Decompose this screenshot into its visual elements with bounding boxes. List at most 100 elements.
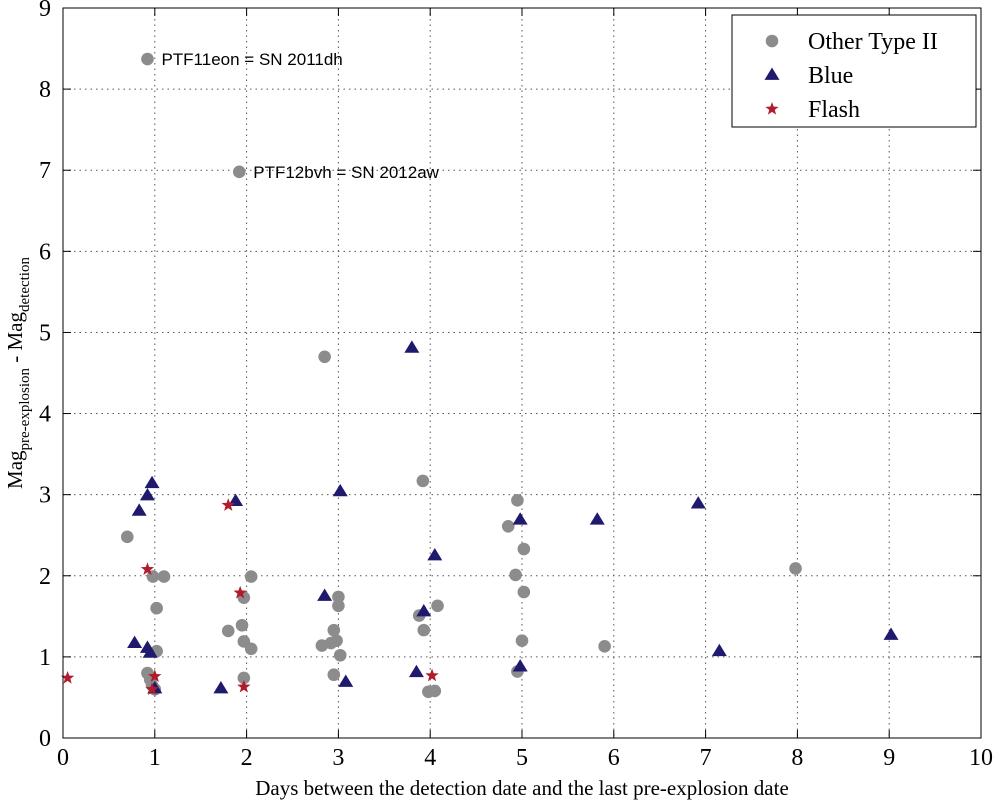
data-point-other-type-ii [157, 570, 171, 583]
data-point-blue [213, 681, 229, 694]
data-point-other-type-ii [315, 639, 329, 652]
data-point-other-type-ii [517, 542, 531, 556]
annotations: PTF11eon = SN 2011dh PTF12bvh = SN 2012aw [161, 50, 439, 182]
data-point-other-type-ii [120, 530, 134, 544]
legend: Other Type II Blue Flash [731, 14, 977, 128]
point-annotation: PTF11eon = SN 2011dh [161, 50, 342, 69]
x-tick-label: 8 [791, 745, 803, 771]
data-point-blue [332, 483, 348, 497]
data-point-blue [512, 512, 528, 525]
legend-marker-other-type-ii [765, 34, 779, 48]
point-annotation: PTF12bvh = SN 2012aw [253, 163, 439, 182]
data-point-blue [139, 487, 155, 501]
data-point-flash [425, 668, 439, 682]
data-point-other-type-ii [431, 599, 444, 613]
x-tick-label: 5 [516, 745, 528, 771]
data-point-other-type-ii [417, 623, 431, 637]
y-tick-label: 9 [39, 0, 51, 22]
data-point-other-type-ii [598, 640, 611, 653]
y-tick-label: 4 [39, 402, 51, 428]
data-point-other-type-ii [517, 585, 531, 599]
x-tick-label: 0 [57, 745, 69, 771]
legend-label: Flash [808, 97, 860, 123]
data-point-other-type-ii [235, 618, 249, 632]
x-tick-label: 7 [700, 745, 712, 771]
data-point-other-type-ii [515, 634, 529, 647]
data-point-blue [338, 674, 354, 687]
y-tick-label: 0 [39, 726, 51, 752]
series-blue [127, 340, 899, 694]
x-tick-label: 6 [608, 745, 620, 771]
y-axis-title: Magpre-explosion - Magdetection [3, 257, 33, 489]
data-point-blue [127, 635, 143, 648]
plot-frame [62, 7, 982, 739]
data-point-other-type-ii [332, 599, 345, 613]
y-axis-title-sub-2: detection [17, 257, 33, 312]
data-point-blue [427, 548, 443, 561]
data-point-other-type-ii [789, 562, 802, 575]
data-point-flash [148, 669, 162, 683]
data-point-other-type-ii [511, 494, 524, 507]
y-axis-title-base-1: Mag [3, 450, 27, 489]
data-point-blue [416, 603, 432, 617]
x-tick-label: 10 [969, 745, 993, 771]
data-point-blue [144, 475, 160, 489]
data-point-other-type-ii [141, 52, 154, 66]
y-tick-label: 6 [39, 239, 51, 265]
data-point-blue [317, 588, 333, 601]
data-point-other-type-ii [332, 590, 345, 604]
data-point-other-type-ii [416, 474, 430, 488]
data-point-flash [237, 679, 251, 693]
y-tick-label: 8 [39, 77, 51, 103]
y-axis-title-sub-1: pre-explosion [17, 368, 33, 451]
data-point-other-type-ii [150, 601, 163, 615]
x-tick-labels: 0 1 2 3 4 5 6 7 8 9 10 [57, 745, 993, 771]
data-point-other-type-ii [232, 165, 246, 179]
data-point-other-type-ii [327, 623, 341, 637]
x-tick-label: 3 [332, 745, 344, 771]
data-point-blue [142, 645, 158, 658]
data-point-blue [589, 512, 605, 525]
data-point-blue [512, 659, 528, 672]
x-tick-label: 1 [149, 745, 161, 771]
y-tick-label: 5 [39, 320, 51, 346]
y-tick-label: 1 [39, 645, 51, 671]
data-point-other-type-ii [327, 668, 341, 682]
data-point-flash [233, 585, 247, 599]
data-point-other-type-ii [237, 671, 251, 685]
x-axis-title: Days between the detection date and the … [255, 776, 789, 800]
data-point-blue [711, 643, 727, 657]
data-point-flash [60, 670, 75, 684]
data-point-blue [690, 496, 706, 509]
y-tick-label: 7 [39, 158, 51, 184]
y-axis-title-minus: - [3, 351, 27, 369]
data-point-other-type-ii [318, 350, 331, 364]
data-point-other-type-ii [333, 648, 347, 662]
y-tick-labels: 0 1 2 3 4 5 6 7 8 9 [39, 0, 51, 752]
series-flash [60, 498, 439, 695]
y-tick-label: 2 [39, 564, 51, 590]
data-point-other-type-ii [330, 634, 343, 647]
data-point-flash [140, 562, 155, 575]
data-point-other-type-ii [221, 624, 235, 638]
data-point-flash [145, 682, 159, 695]
data-point-other-type-ii [501, 520, 515, 533]
data-point-blue [408, 664, 424, 678]
data-point-other-type-ii [428, 684, 442, 698]
data-point-blue [131, 503, 147, 516]
legend-label: Blue [808, 63, 853, 89]
y-tick-label: 3 [39, 483, 51, 509]
data-point-other-type-ii [509, 568, 522, 582]
data-points [60, 52, 899, 699]
x-tick-label: 9 [883, 745, 895, 771]
data-point-blue [883, 627, 899, 640]
data-point-other-type-ii [244, 570, 258, 583]
legend-marker-blue [764, 67, 780, 80]
x-tick-label: 2 [241, 745, 253, 771]
data-point-other-type-ii [244, 642, 258, 656]
x-tick-label: 4 [424, 745, 436, 771]
y-axis-title-base-2: Mag [3, 312, 27, 351]
legend-label: Other Type II [808, 29, 938, 55]
legend-marker-flash [765, 102, 779, 115]
